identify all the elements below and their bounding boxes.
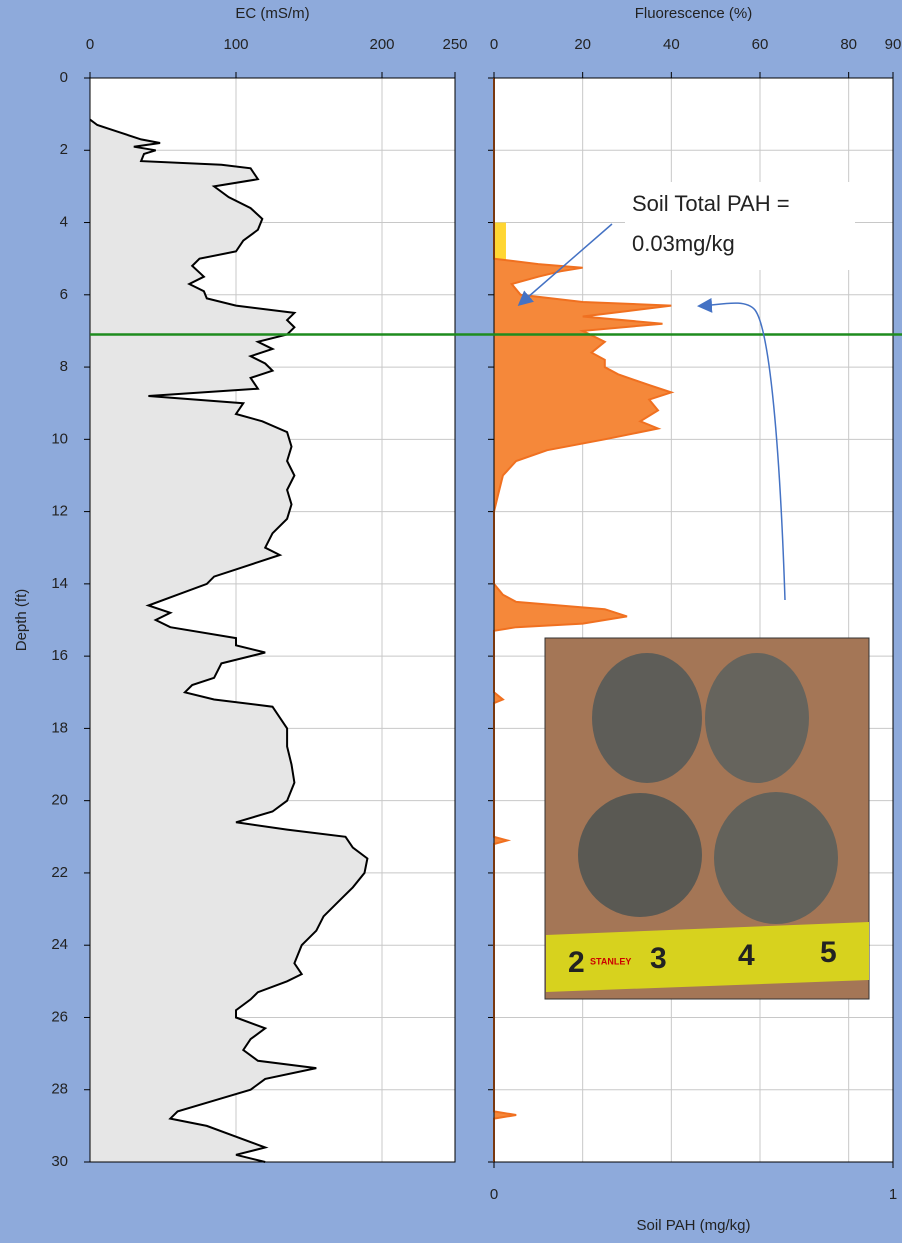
y-tick-label: 20 xyxy=(51,792,68,809)
x-axis-title: EC (mS/m) xyxy=(235,5,309,22)
tape-label: 2 xyxy=(568,946,585,979)
annotation-text: Soil Total PAH = xyxy=(632,191,790,216)
photo: 2 STANLEY 3 4 5 xyxy=(545,638,869,999)
y-tick-label: 30 xyxy=(51,1153,68,1170)
x2-axis-title: Soil PAH (mg/kg) xyxy=(637,1217,751,1234)
tape-label: 5 xyxy=(820,936,837,969)
tape-brand: STANLEY xyxy=(590,956,631,966)
tape-label: 3 xyxy=(650,942,667,975)
annotation-text: 0.03mg/kg xyxy=(632,231,735,256)
rock xyxy=(578,793,702,917)
x-tick-label: 250 xyxy=(442,36,467,53)
chart: 0246810121416182022242628300100200250EC … xyxy=(0,0,902,1238)
x-tick-label: 100 xyxy=(223,36,248,53)
x-tick-label: 80 xyxy=(840,36,857,53)
x2-tick-label: 1 xyxy=(889,1186,897,1203)
x-tick-label: 20 xyxy=(574,36,591,53)
y-tick-label: 6 xyxy=(60,286,68,303)
y-tick-label: 26 xyxy=(51,1008,68,1025)
y-axis-title: Depth (ft) xyxy=(13,589,30,652)
y-tick-label: 8 xyxy=(60,358,68,375)
x2-tick-label: 0 xyxy=(490,1186,498,1203)
rock xyxy=(714,792,838,924)
y-tick-label: 14 xyxy=(51,575,68,592)
x-tick-label: 60 xyxy=(752,36,769,53)
x-tick-label: 40 xyxy=(663,36,680,53)
y-tick-label: 10 xyxy=(51,430,68,447)
y-tick-label: 0 xyxy=(60,69,68,86)
y-tick-label: 24 xyxy=(51,936,68,953)
y-tick-label: 12 xyxy=(51,503,68,520)
y-tick-label: 4 xyxy=(60,214,68,231)
rock xyxy=(592,653,702,783)
rock xyxy=(705,653,809,783)
x-tick-label: 200 xyxy=(369,36,394,53)
y-tick-label: 2 xyxy=(60,141,68,158)
y-tick-label: 28 xyxy=(51,1081,68,1098)
y-tick-label: 22 xyxy=(51,864,68,881)
x-tick-label: 0 xyxy=(490,36,498,53)
x-tick-label: 90 xyxy=(885,36,902,53)
y-tick-label: 16 xyxy=(51,647,68,664)
tape-label: 4 xyxy=(738,939,755,972)
x-axis-title: Fluorescence (%) xyxy=(635,5,753,22)
y-tick-label: 18 xyxy=(51,719,68,736)
x-tick-label: 0 xyxy=(86,36,94,53)
